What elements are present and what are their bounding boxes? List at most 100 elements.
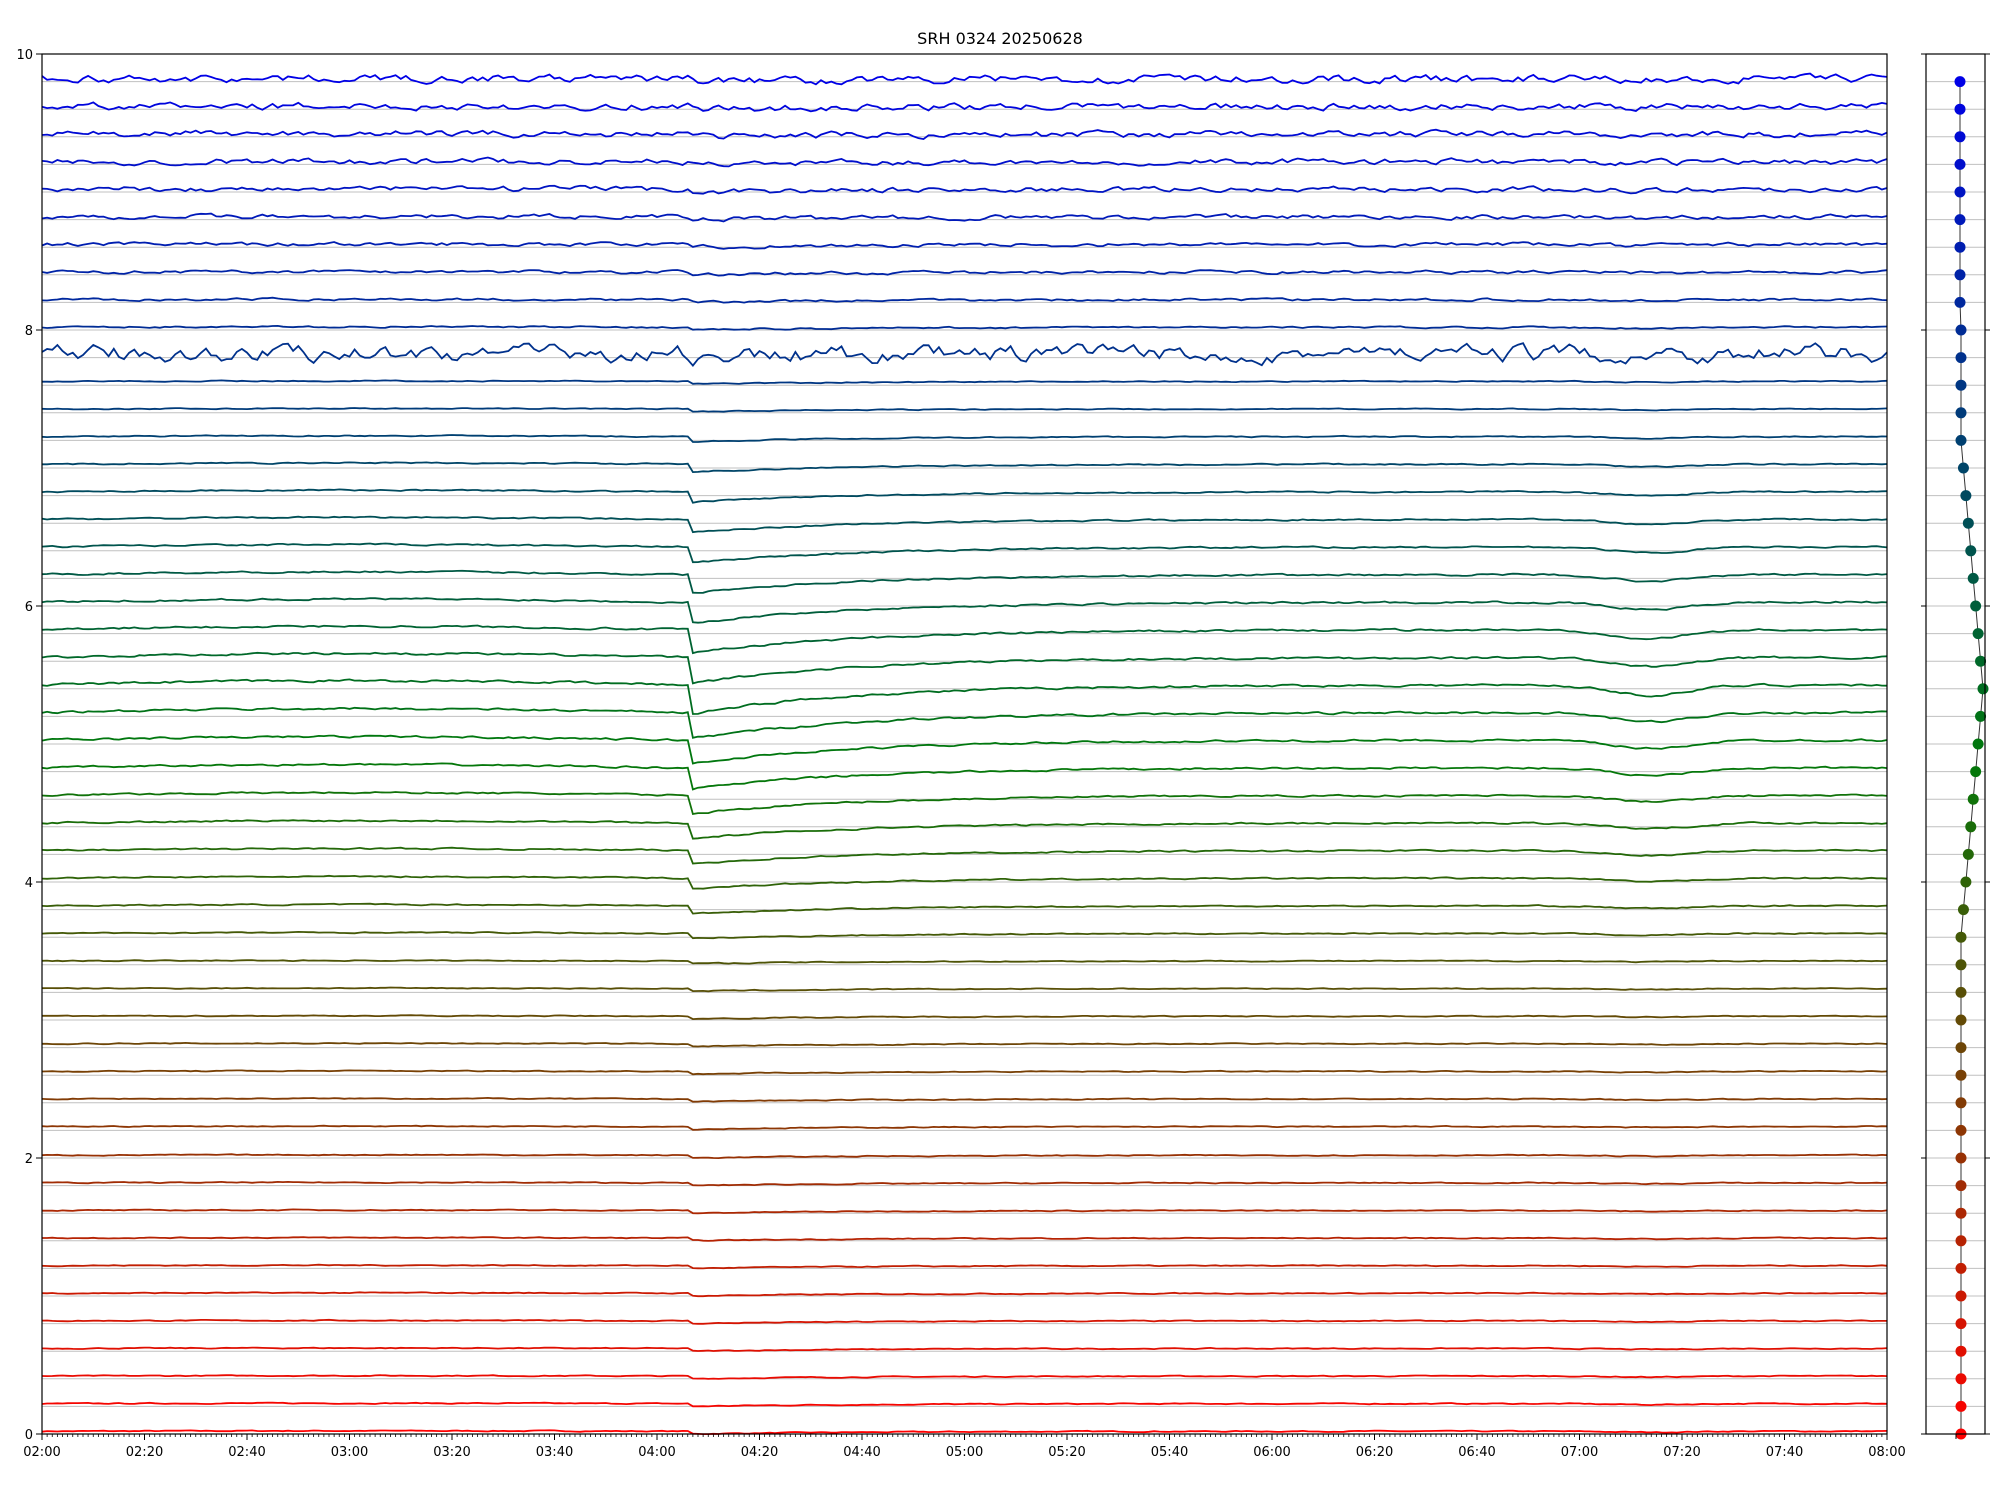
side-point [1967,572,1979,584]
trace-line [41,434,1888,443]
trace-line [41,597,1888,624]
trace-line [41,542,1888,564]
side-point [1955,1207,1967,1219]
side-point [1955,1400,1967,1412]
trace-line [41,762,1888,791]
side-point [1955,1235,1967,1247]
x-tick-label: 05:20 [1048,1445,1085,1460]
side-scatter [1954,76,1989,1440]
x-tick-label: 06:00 [1253,1445,1290,1460]
trace-line [42,1236,1888,1242]
side-point [1955,1290,1967,1302]
side-point [1972,738,1984,750]
side-point [1970,600,1982,612]
side-point [1954,241,1966,253]
side-point [1954,76,1966,88]
side-point [1957,462,1969,474]
side-point [1962,848,1974,860]
chart-title: SRH 0324 20250628 [917,29,1083,48]
y-tick-label: 6 [25,600,33,615]
x-tick-label: 04:40 [843,1445,880,1460]
trace-line [41,1180,1888,1187]
side-point [1954,158,1966,170]
trace-line [41,156,1888,168]
trace-line [41,72,1888,86]
x-tick-label: 02:40 [228,1445,265,1460]
trace-line [42,1014,1888,1021]
trace-line [41,128,1888,141]
side-point [1970,766,1982,778]
side-point [1954,103,1966,115]
trace-line [41,407,1888,413]
trace-line [41,1346,1888,1352]
trace-line [41,269,1888,277]
y-tick-label: 4 [25,876,33,891]
side-point [1955,986,1967,998]
side-point [1955,1097,1967,1109]
side-point [1954,131,1966,143]
side-point [1955,324,1967,336]
x-tick-label: 07:20 [1663,1445,1700,1460]
side-point [1962,517,1974,529]
side-point [1955,1042,1967,1054]
x-tick-label: 06:20 [1356,1445,1393,1460]
trace-line [42,1208,1888,1215]
side-point [1960,490,1972,502]
trace-line [41,241,1888,250]
side-point [1955,1373,1967,1385]
trace-line [41,624,1888,655]
side-point [1954,214,1966,226]
x-tick-label: 02:00 [23,1445,60,1460]
trace-line [41,184,1888,195]
y-tick-label: 2 [25,1152,33,1167]
trace-line [41,1291,1888,1298]
y-tick-label: 10 [16,48,33,63]
side-point [1965,821,1977,833]
trace-line [42,379,1888,385]
trace-line [41,986,1888,993]
side-point [1975,710,1987,722]
side-point [1955,1069,1967,1081]
trace-line [41,296,1888,304]
trace-line [41,1429,1888,1435]
trace-line [41,1318,1887,1325]
trace-line [41,1124,1888,1131]
trace-line [41,1263,1888,1270]
trace-line [41,569,1888,594]
x-tick-label: 04:20 [741,1445,778,1460]
side-point [1955,931,1967,943]
trace-line [42,1041,1888,1048]
trace-line [41,706,1888,739]
side-point [1972,628,1984,640]
trace-line [41,846,1888,865]
side-point [1955,434,1967,446]
side-point [1954,186,1966,198]
trace-line [41,1401,1888,1408]
trace-line [41,324,1888,331]
side-point [1955,407,1967,419]
trace-line [41,515,1888,534]
side-point [1955,959,1967,971]
trace-line [41,1374,1888,1380]
trace-line [41,930,1888,940]
side-point [1955,1124,1967,1136]
trace-line [41,734,1888,765]
trace-line [41,791,1888,816]
y-axis: 0 2 4 6 8 10 [16,48,42,1443]
side-point [1955,352,1967,364]
x-tick-label: 03:00 [331,1445,368,1460]
side-point [1967,793,1979,805]
trace-line [41,651,1888,685]
side-point [1955,379,1967,391]
trace-group [41,72,1888,1435]
trace-line [41,342,1888,368]
x-tick-label: 05:40 [1151,1445,1188,1460]
side-point [1977,683,1989,695]
side-axis [1921,53,1990,1439]
trace-line [41,212,1888,223]
side-point [1954,269,1966,281]
side-point [1975,655,1987,667]
x-tick-label: 03:20 [433,1445,470,1460]
y-tick-label: 8 [25,324,33,339]
